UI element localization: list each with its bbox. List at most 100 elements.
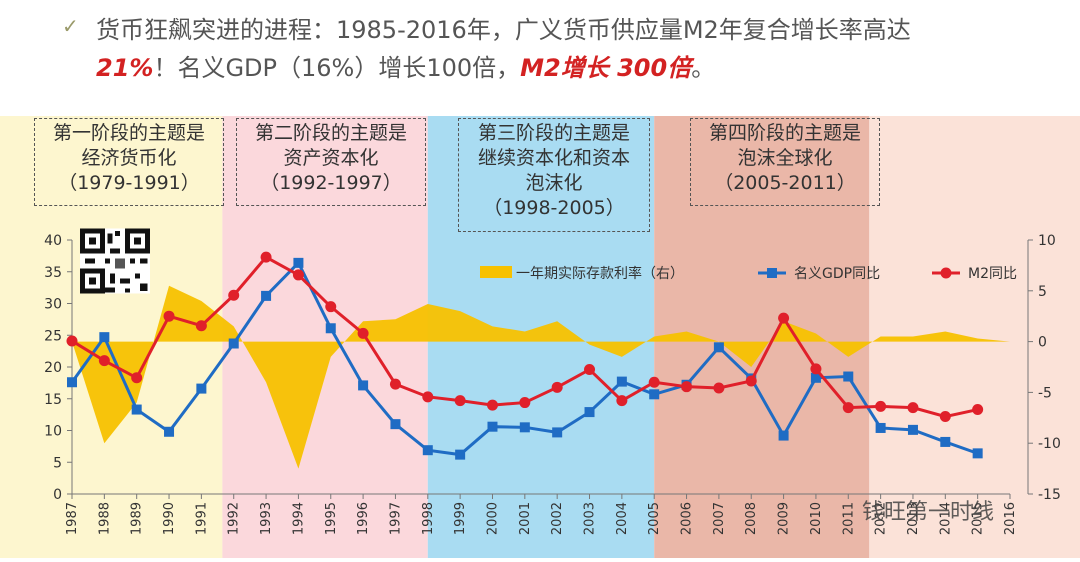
x-tick-label: 1999 xyxy=(453,502,468,535)
gdp-text: ！名义GDP（16%）增长100倍， xyxy=(153,54,521,82)
m2-point xyxy=(745,375,757,387)
m2-point xyxy=(648,376,660,388)
y-left-tick-label: 20 xyxy=(44,360,62,376)
legend-label: M2同比 xyxy=(968,266,1017,282)
m2-point xyxy=(66,335,78,347)
y-right-tick-label: 10 xyxy=(1038,233,1056,249)
x-tick-label: 1989 xyxy=(130,502,145,535)
x-tick-label: 1990 xyxy=(162,502,177,535)
stage4-period: （2005-2011） xyxy=(714,172,856,194)
x-tick-label: 2010 xyxy=(809,502,824,535)
x-tick-label: 2007 xyxy=(712,502,727,535)
gdp-point xyxy=(390,419,401,430)
gdp-point xyxy=(358,380,369,391)
x-tick-label: 2004 xyxy=(615,502,630,535)
gdp-point xyxy=(455,449,466,460)
m2-point xyxy=(939,411,951,423)
x-tick-label: 1996 xyxy=(356,502,371,535)
legend-area-swatch xyxy=(480,266,512,278)
area-real-deposit-rate xyxy=(72,285,1010,469)
m2-point xyxy=(842,402,854,414)
stage1-title: 第一阶段的主题是 xyxy=(52,122,205,144)
stage2-box: 第二阶段的主题是 资产资本化 （1992-1997） xyxy=(236,118,426,206)
gdp-point xyxy=(164,426,175,437)
x-tick-label: 2001 xyxy=(518,502,533,535)
legend-label: 一年期实际存款利率（右） xyxy=(516,265,684,282)
m2-point xyxy=(454,395,466,407)
watermark: 钱旺第一时线 xyxy=(862,500,995,525)
gdp-point xyxy=(649,389,660,400)
m2-point xyxy=(131,372,143,384)
gdp-point xyxy=(940,436,951,447)
m2-point xyxy=(389,378,401,390)
x-tick-label: 2014 xyxy=(938,502,953,535)
m2-point xyxy=(778,312,790,324)
x-tick-label: 1994 xyxy=(291,502,306,535)
x-tick-label: 2003 xyxy=(583,502,598,535)
x-tick-label: 2005 xyxy=(647,502,662,535)
qr-code-icon xyxy=(80,228,150,294)
m2-point xyxy=(584,364,596,376)
stage1-period: （1979-1991） xyxy=(58,172,200,194)
x-tick-label: 2013 xyxy=(906,502,921,535)
gdp-point xyxy=(810,372,821,383)
x-tick-label: 2009 xyxy=(777,502,792,535)
chart-area: 0 5 10 15 20 25 30 35 40 -15 -10 -5 0 5 10 1987 1988 1989… xyxy=(0,116,1080,558)
x-tick-label: 2015 xyxy=(971,502,986,535)
m2-point xyxy=(163,310,175,322)
m2-point xyxy=(907,402,919,414)
m2-point xyxy=(357,327,369,339)
m2-point xyxy=(325,301,337,313)
x-tick-label: 2016 xyxy=(1003,502,1018,535)
chart-svg: 0 5 10 15 20 25 30 35 40 -15 -10 -5 0 5 10 1987 1988 1989… xyxy=(0,116,1080,558)
period-mark: 。 xyxy=(691,54,716,82)
y-left-tick-label: 0 xyxy=(53,487,62,503)
m2-point xyxy=(260,251,272,263)
stage3-title: 第三阶段的主题是 xyxy=(477,122,630,144)
stage4-subtitle: 泡沫全球化 xyxy=(737,147,833,169)
y-left-tick-label: 35 xyxy=(44,265,62,281)
stage3-box: 第三阶段的主题是 继续资本化和资本 泡沫化 （1998-2005） xyxy=(458,118,650,232)
x-tick-label: 2002 xyxy=(550,502,565,535)
gdp-point xyxy=(228,338,239,349)
x-tick-label: 2008 xyxy=(744,502,759,535)
stage3-period: （1998-2005） xyxy=(483,197,625,219)
y-right-tick-label: 5 xyxy=(1038,284,1047,300)
stage3-subtitle: 继续资本化和资本 xyxy=(477,147,630,169)
x-tick-label: 1987 xyxy=(65,502,80,535)
header: ✓ 货币狂飙突进的进程：1985-2016年，广义货币供应量M2年复合增长率高达… xyxy=(0,0,1080,112)
x-tick-label: 1997 xyxy=(388,502,403,535)
x-tick-label: 2000 xyxy=(485,502,500,535)
gdp-point xyxy=(552,427,563,438)
x-tick-label: 1998 xyxy=(421,502,436,535)
gdp-point xyxy=(99,332,110,343)
m2-point xyxy=(519,397,531,409)
gdp-point xyxy=(519,422,530,433)
m2-point xyxy=(98,355,110,367)
gdp-point xyxy=(843,371,854,382)
x-tick-label: 1995 xyxy=(324,502,339,535)
x-tick-label: 1988 xyxy=(97,502,112,535)
m2-rate: 21% xyxy=(96,54,154,82)
legend-label: 名义GDP同比 xyxy=(794,266,880,282)
stage1-box: 第一阶段的主题是 经济货币化 （1979-1991） xyxy=(34,118,224,206)
y-left-tick-label: 40 xyxy=(44,233,62,249)
gdp-point xyxy=(713,342,724,353)
m2-point xyxy=(713,382,725,394)
headline-line2: 21%！名义GDP（16%）增长100倍，M2增长 300倍。 xyxy=(96,48,715,83)
gdp-point xyxy=(67,377,77,388)
x-tick-label: 2012 xyxy=(874,502,889,535)
gdp-point xyxy=(972,448,983,459)
m2-point xyxy=(972,404,984,416)
stage3-subtitle2: 泡沫化 xyxy=(525,172,583,194)
gdp-point xyxy=(293,257,304,268)
y-left-tick-label: 10 xyxy=(44,424,62,440)
stage4-box: 第四阶段的主题是 泡沫全球化 （2005-2011） xyxy=(690,118,880,206)
m2-point xyxy=(616,395,628,407)
stage2-subtitle: 资产资本化 xyxy=(283,147,379,169)
legend-square-marker xyxy=(767,268,777,278)
y-left-tick-label: 30 xyxy=(44,297,62,313)
x-tick-label: 1992 xyxy=(227,502,242,535)
y-left-tick-label: 25 xyxy=(44,328,62,344)
checkmark-icon: ✓ xyxy=(62,14,79,38)
